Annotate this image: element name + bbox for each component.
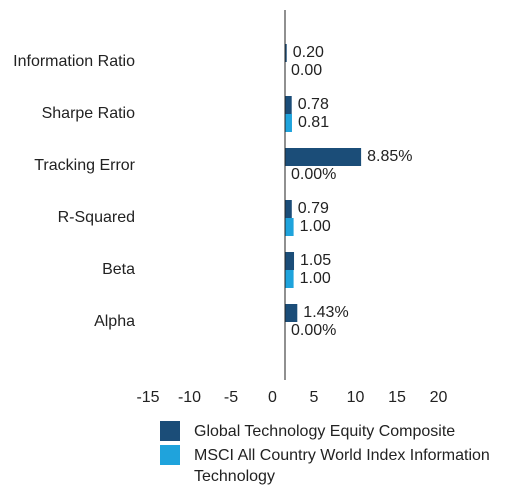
value-label: 0.79 — [298, 200, 329, 217]
y-tick-label: R-Squared — [58, 209, 135, 226]
chart: Information Ratio 0.200.00 Sharpe Ratio 0.7… — [13, 10, 448, 406]
bar — [285, 218, 294, 236]
bar — [285, 304, 298, 322]
legend-label: MSCI All Country World Index Information… — [194, 447, 490, 485]
x-tick-label: 5 — [310, 389, 319, 406]
legend-swatch — [160, 445, 180, 465]
value-label: 0.20 — [293, 44, 324, 61]
y-tick-label: Tracking Error — [34, 157, 135, 174]
value-label: 0.78 — [298, 96, 329, 113]
x-tick-label: 0 — [268, 389, 277, 406]
bar — [285, 148, 362, 166]
legend-swatch — [160, 421, 180, 441]
y-tick-label: Beta — [102, 261, 135, 278]
value-label: 0.81 — [298, 114, 329, 131]
value-label: 0.00 — [291, 62, 322, 79]
y-tick-label: Alpha — [94, 313, 135, 330]
bar — [285, 44, 287, 62]
value-label: 1.05 — [300, 252, 331, 269]
bar — [285, 252, 295, 270]
value-label: 8.85% — [367, 148, 412, 165]
bar — [285, 96, 292, 114]
bar — [285, 270, 294, 288]
value-label: 1.00 — [300, 270, 331, 287]
y-tick-label: Sharpe Ratio — [42, 105, 135, 122]
legend-label: Global Technology Equity Composite — [194, 423, 456, 440]
legend-item: Global Technology Equity Composite — [160, 421, 525, 442]
value-label: 0.00% — [291, 322, 336, 339]
x-tick-label: -10 — [178, 389, 201, 406]
x-tick-label: 15 — [388, 389, 406, 406]
y-tick-label: Information Ratio — [13, 53, 135, 70]
bar — [285, 114, 292, 132]
x-tick-label: -15 — [136, 389, 159, 406]
value-label: 1.43% — [303, 304, 348, 321]
bar — [285, 200, 292, 218]
legend-item: MSCI All Country World Index Information… — [160, 445, 500, 487]
value-label: 0.00% — [291, 166, 336, 183]
x-tick-label: 10 — [347, 389, 365, 406]
x-tick-label: -5 — [224, 389, 238, 406]
x-tick-label: 20 — [430, 389, 448, 406]
value-label: 1.00 — [300, 218, 331, 235]
